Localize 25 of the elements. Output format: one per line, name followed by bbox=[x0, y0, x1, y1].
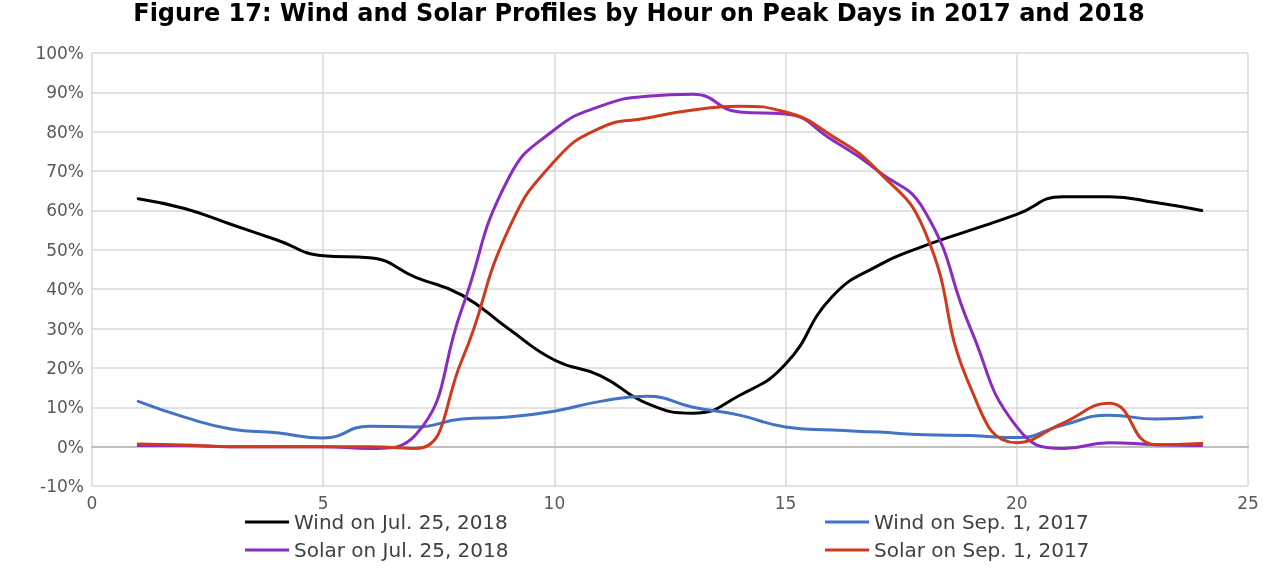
legend-label: Solar on Sep. 1, 2017 bbox=[874, 538, 1090, 562]
x-tick-label: 0 bbox=[86, 492, 98, 513]
y-tick-label: 20% bbox=[46, 357, 84, 378]
x-tick-label: 10 bbox=[543, 492, 566, 513]
x-tick-label: 25 bbox=[1237, 492, 1259, 513]
y-tick-label: 80% bbox=[46, 121, 84, 142]
legend-label: Solar on Jul. 25, 2018 bbox=[294, 538, 509, 562]
y-tick-label: 90% bbox=[46, 82, 84, 103]
y-tick-label: 10% bbox=[46, 397, 84, 418]
chart-title: Figure 17: Wind and Solar Profiles by Hour on Peak Days in 2017 and 2018 bbox=[133, 0, 1145, 27]
x-tick-label: 20 bbox=[1005, 492, 1028, 513]
y-tick-label: 50% bbox=[46, 239, 84, 260]
y-tick-label: 30% bbox=[46, 318, 84, 339]
y-tick-label: 70% bbox=[46, 161, 84, 182]
x-tick-label: 5 bbox=[317, 492, 329, 513]
y-tick-label: 100% bbox=[35, 43, 84, 63]
y-tick-label: 60% bbox=[46, 200, 84, 221]
y-tick-label: -10% bbox=[40, 476, 84, 496]
legend-label: Wind on Sep. 1, 2017 bbox=[874, 510, 1089, 534]
x-tick-label: 15 bbox=[774, 492, 797, 513]
y-tick-label: 40% bbox=[46, 279, 84, 300]
legend-label: Wind on Jul. 25, 2018 bbox=[294, 510, 508, 534]
y-tick-label: 0% bbox=[57, 436, 84, 457]
line-series bbox=[136, 394, 1204, 440]
line-series bbox=[136, 195, 1204, 415]
